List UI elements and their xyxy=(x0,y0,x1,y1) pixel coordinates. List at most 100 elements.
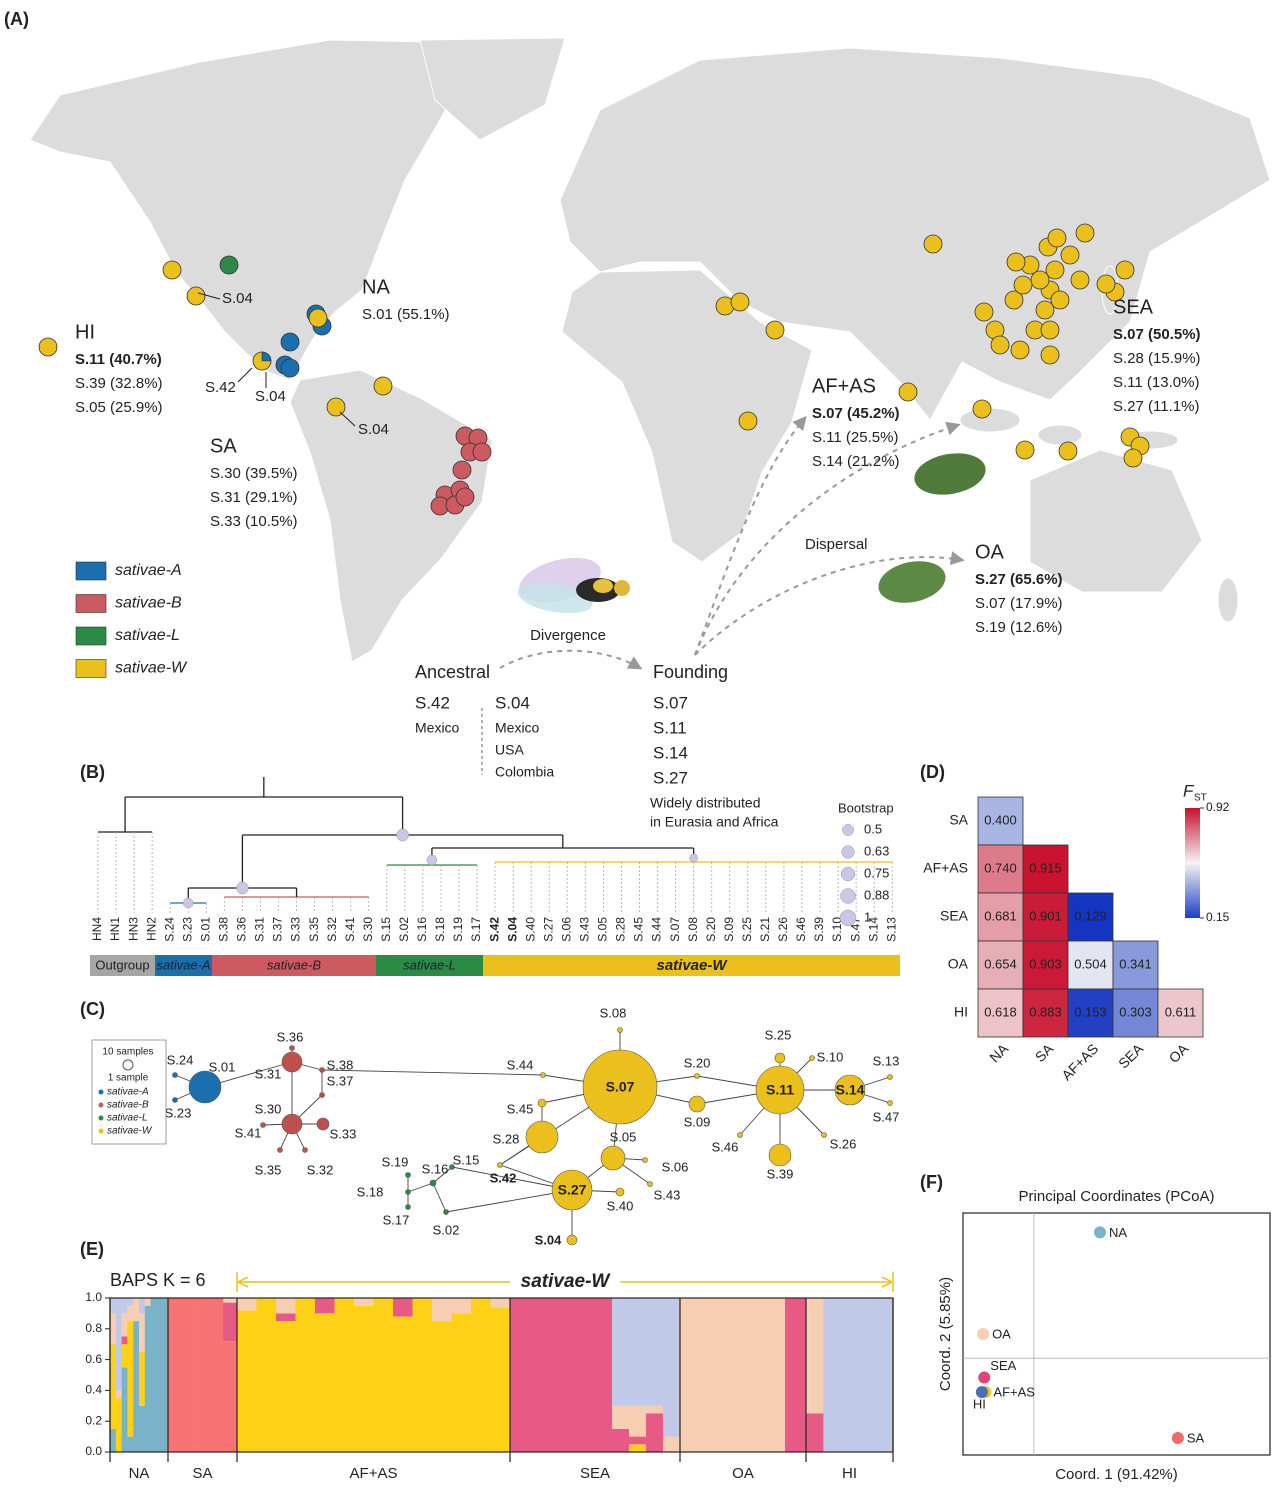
structure-segment xyxy=(276,1298,296,1314)
y-tick-label: 0.0 xyxy=(85,1444,102,1458)
y-tick-label: 1.0 xyxy=(85,1290,102,1304)
bootstrap-legend-label: 0.88 xyxy=(864,887,889,902)
dispersal-arrows xyxy=(481,415,965,775)
sample-site xyxy=(1058,441,1078,461)
node-label: S.07 xyxy=(606,1079,635,1095)
region-name: SEA xyxy=(1113,296,1154,318)
chart-title: Principal Coordinates (PCoA) xyxy=(1019,1188,1215,1205)
structure-segment xyxy=(764,1298,786,1452)
panel-label: (D) xyxy=(920,762,945,782)
leaf-illustration xyxy=(914,453,986,495)
sample-site xyxy=(1047,228,1067,248)
sample-site xyxy=(1045,260,1065,280)
structure-segment xyxy=(121,1298,128,1314)
x-axis-label: Coord. 1 (91.42%) xyxy=(1055,1466,1178,1483)
region-name: NA xyxy=(362,276,390,298)
structure-segment xyxy=(858,1298,876,1452)
structure-segment xyxy=(701,1298,723,1452)
structure-segment xyxy=(139,1313,146,1352)
pcoa-point xyxy=(978,1371,991,1384)
sample-site xyxy=(1123,448,1143,468)
haplotype-node xyxy=(688,1095,706,1113)
structure-segment xyxy=(646,1298,664,1406)
tip-label: S.27 xyxy=(541,917,555,942)
structure-segment xyxy=(646,1413,664,1452)
structure-segment xyxy=(840,1298,859,1452)
haplotype-node xyxy=(647,1181,653,1187)
structure-segment xyxy=(393,1316,413,1452)
legend-swatch xyxy=(75,659,107,678)
region-haplotype: S.07 (50.5%) xyxy=(1113,326,1201,343)
heatmap-col-label: SA xyxy=(1032,1040,1057,1065)
heatmap-value: 0.153 xyxy=(1074,1004,1107,1019)
region-haplotype: S.28 (15.9%) xyxy=(1113,350,1201,367)
network-edge xyxy=(445,1189,573,1213)
sample-site xyxy=(990,335,1010,355)
structure-segment xyxy=(115,1398,122,1452)
group-label: AF+AS xyxy=(350,1465,398,1482)
y-tick-label: 0.2 xyxy=(85,1413,102,1427)
sample-site xyxy=(1040,345,1060,365)
heatmap-value: 0.901 xyxy=(1029,908,1062,923)
structure-segment xyxy=(127,1436,134,1452)
bootstrap-legend-label: 0.5 xyxy=(864,821,882,836)
founding-haplotype: S.27 xyxy=(653,768,688,787)
node-label: S.32 xyxy=(307,1162,334,1177)
structure-segment xyxy=(144,1298,151,1306)
structure-segment xyxy=(823,1298,842,1452)
node-label: S.35 xyxy=(255,1162,282,1177)
point-label: OA xyxy=(992,1326,1011,1341)
node-label: S.20 xyxy=(684,1055,711,1070)
tip-label: S.10 xyxy=(830,917,844,942)
structure-segment xyxy=(195,1298,210,1452)
tip-label: S.39 xyxy=(812,917,826,942)
structure-segment xyxy=(315,1313,335,1452)
tip-label: S.05 xyxy=(596,917,610,942)
tip-label: S.31 xyxy=(253,917,267,942)
haplotype-node xyxy=(834,1074,866,1106)
structure-segment xyxy=(578,1298,596,1452)
heatmap-value: 0.654 xyxy=(984,956,1017,971)
structure-segment xyxy=(121,1313,128,1337)
network-legend-size: 1 sample xyxy=(108,1073,149,1084)
haplotype-node xyxy=(277,1147,283,1153)
structure-segment xyxy=(722,1298,744,1452)
tip-label: S.15 xyxy=(379,917,393,942)
tip-label: S.38 xyxy=(217,917,231,942)
structure-segment xyxy=(806,1298,824,1414)
structure-segment xyxy=(168,1298,183,1452)
structure-segment xyxy=(743,1298,765,1452)
haplotype-node xyxy=(289,1045,295,1051)
heatmap-row-label: AF+AS xyxy=(923,860,968,876)
point-label: SA xyxy=(1187,1430,1205,1445)
bootstrap-node xyxy=(426,854,438,866)
node-label: S.08 xyxy=(600,1005,627,1020)
tip-label: S.40 xyxy=(523,917,537,942)
sample-site xyxy=(1050,290,1070,310)
node-label: S.26 xyxy=(830,1136,857,1151)
region-haplotype: S.07 (45.2%) xyxy=(812,405,900,422)
haplotype-node xyxy=(582,1049,658,1125)
tip-label: S.33 xyxy=(289,917,303,942)
network-legend-label: sativae-W xyxy=(107,1126,153,1137)
sample-site xyxy=(162,260,182,280)
clade-label: Outgroup xyxy=(95,957,149,972)
region-haplotype: S.39 (32.8%) xyxy=(75,375,163,392)
founding-note: in Eurasia and Africa xyxy=(650,814,779,830)
panel-label: (F) xyxy=(920,1172,943,1192)
node-label: S.42 xyxy=(490,1170,517,1185)
clade-label: sativae-W xyxy=(656,957,728,974)
structure-segment xyxy=(451,1313,472,1452)
structure-segment xyxy=(629,1444,647,1452)
legend-label: sativae-A xyxy=(115,562,182,579)
structure-segment xyxy=(629,1298,647,1406)
heatmap-cell xyxy=(1112,940,1159,990)
node-label: S.41 xyxy=(235,1125,262,1140)
structure-segment xyxy=(156,1298,163,1452)
panel-label: (E) xyxy=(80,1239,104,1259)
node-label: S.37 xyxy=(327,1073,354,1088)
haplotype-node xyxy=(443,1209,449,1215)
structure-segment xyxy=(629,1405,647,1437)
structure-segment xyxy=(354,1305,374,1452)
legend-label: sativae-L xyxy=(115,627,180,644)
